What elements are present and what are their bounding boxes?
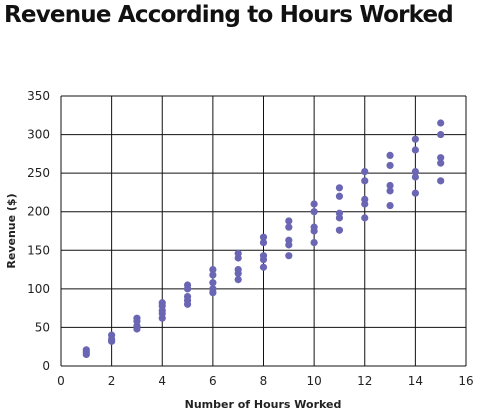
data-point	[437, 130, 445, 139]
data-point	[183, 292, 192, 301]
x-tick-label: 12	[357, 374, 372, 388]
data-point	[310, 223, 318, 231]
data-point	[310, 200, 318, 208]
data-point	[285, 223, 293, 231]
x-tick-label: 8	[260, 374, 268, 388]
data-point	[234, 265, 242, 274]
data-point	[361, 214, 369, 222]
data-point	[209, 265, 217, 274]
y-tick-label: 50	[35, 320, 50, 334]
data-point	[234, 276, 242, 284]
x-tick-label: 6	[209, 374, 217, 388]
data-point	[259, 252, 268, 260]
data-point	[259, 263, 268, 271]
data-point	[183, 281, 192, 289]
data-point	[411, 135, 419, 143]
y-tick-labels: 0 50 100 150 200 250 300 350	[27, 89, 50, 373]
data-point	[133, 314, 141, 322]
data-point	[285, 252, 293, 260]
data-point	[209, 271, 217, 279]
y-tick-label: 350	[27, 89, 50, 103]
data-point	[285, 236, 293, 244]
y-tick-label: 150	[27, 243, 50, 257]
data-point	[335, 209, 344, 217]
data-point	[361, 177, 369, 185]
data-point	[411, 168, 419, 176]
x-tick-label: 10	[306, 374, 321, 388]
data-point	[386, 151, 394, 159]
chart-title: Revenue According to Hours Worked	[4, 2, 454, 28]
x-tick-label: 4	[158, 374, 166, 388]
data-point	[437, 119, 445, 127]
data-point	[437, 154, 445, 162]
x-tick-label: 2	[108, 374, 116, 388]
data-point	[108, 331, 116, 339]
data-point	[335, 226, 344, 234]
data-point	[259, 238, 268, 247]
data-point	[335, 192, 344, 200]
y-tick-label: 250	[27, 166, 50, 180]
data-point	[411, 146, 419, 154]
data-point	[411, 173, 419, 181]
data-point	[437, 159, 445, 167]
data-point	[386, 161, 394, 170]
x-tick-label: 0	[57, 374, 65, 388]
data-point	[209, 279, 217, 287]
y-tick-label: 100	[27, 282, 50, 296]
data-point	[386, 181, 394, 190]
y-tick-label: 200	[27, 205, 50, 219]
x-tick-label: 16	[458, 374, 473, 388]
data-point	[209, 285, 217, 293]
data-point	[82, 346, 90, 354]
x-tick-labels: 0 2 4 6 8 10 12 14 16	[57, 374, 473, 388]
y-tick-label: 0	[42, 359, 50, 373]
data-point	[361, 195, 369, 203]
data-point	[437, 177, 445, 185]
data-points	[82, 119, 445, 359]
x-axis-label: Number of Hours Worked	[185, 398, 342, 411]
y-axis-label: Revenue ($)	[5, 193, 18, 268]
data-point	[335, 184, 344, 192]
data-point	[259, 233, 268, 241]
data-point	[310, 208, 318, 216]
data-point	[310, 238, 318, 247]
x-tick-label: 14	[408, 374, 423, 388]
y-tick-label: 300	[27, 128, 50, 142]
data-point	[411, 189, 419, 197]
data-point	[234, 249, 242, 257]
data-point	[361, 168, 369, 176]
grid-lines	[60, 95, 467, 367]
data-point	[285, 217, 293, 225]
data-point	[386, 187, 394, 195]
data-point	[158, 299, 166, 307]
data-point	[386, 201, 394, 210]
